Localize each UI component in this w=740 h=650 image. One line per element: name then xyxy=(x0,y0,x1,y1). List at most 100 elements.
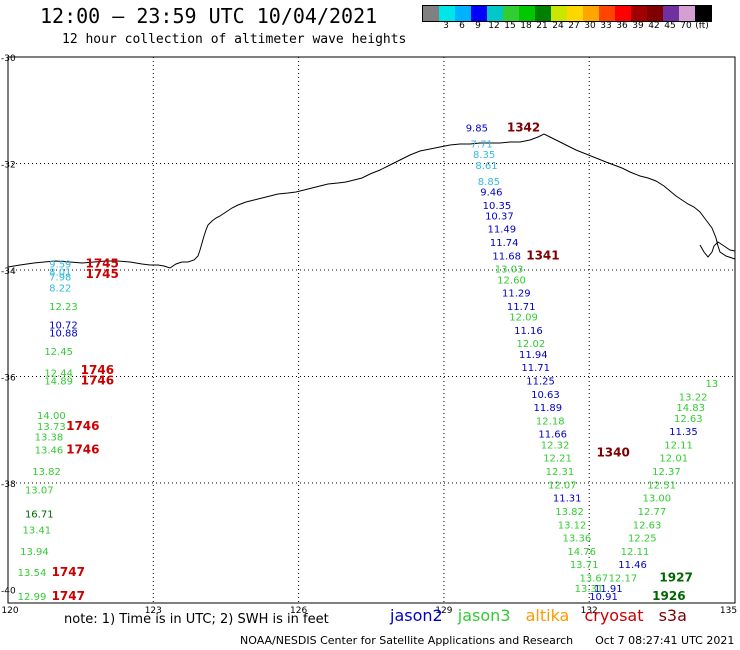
wave-height-value: 12.02 xyxy=(517,339,546,350)
colorbar-label: 3 xyxy=(443,21,449,31)
colorbar-swatch xyxy=(439,6,455,21)
wave-height-value: 13.38 xyxy=(35,432,64,443)
colorbar-swatch xyxy=(551,6,567,21)
colorbar-swatch xyxy=(423,6,439,21)
pass-time-labels: 1342134113401745174517461746174617461747… xyxy=(52,121,693,604)
wave-height-value: 11.66 xyxy=(538,430,567,441)
wave-height-value: 14.00 xyxy=(37,411,66,422)
map-gridlines xyxy=(8,57,735,603)
wave-height-value: 13.67 xyxy=(580,574,609,585)
wave-height-value: 11.94 xyxy=(519,350,548,361)
wave-height-value: 13.12 xyxy=(558,520,587,531)
wave-height-value: 11.46 xyxy=(618,560,647,571)
pass-time-label: 1745 xyxy=(85,267,118,281)
wave-height-value: 12.60 xyxy=(497,275,526,286)
colorbar-swatch xyxy=(583,6,599,21)
legend-jason3: jason3 xyxy=(457,606,511,625)
wave-height-value: 10.72 xyxy=(49,321,78,332)
colorbar-label: 12 xyxy=(488,21,500,31)
wave-height-value: 12.99 xyxy=(18,592,47,603)
map-frame xyxy=(7,56,736,604)
wave-height-value: 13.36 xyxy=(563,534,592,545)
wave-height-value: 13.82 xyxy=(32,467,61,478)
colorbar-swatch xyxy=(663,6,679,21)
wave-height-value: 12.11 xyxy=(621,547,650,558)
wave-height-value: 11.89 xyxy=(534,403,563,414)
wave-height-value: 11.29 xyxy=(502,289,531,300)
colorbar-label: 45 xyxy=(664,21,676,31)
colorbar-label: 30 xyxy=(584,21,596,31)
colorbar-swatch xyxy=(615,6,631,21)
wave-height-value: 12.63 xyxy=(674,414,703,425)
wave-height-value: 13.00 xyxy=(642,494,671,505)
longitude-tick-label: 129 xyxy=(435,606,452,616)
wave-height-value: 8.01 xyxy=(49,267,71,278)
colorbar-swatch xyxy=(455,6,471,21)
wave-height-value: 12.44 xyxy=(44,369,73,380)
colorbar-labels: 3 6 9 12 15 18 21 24 27 30 33 36 39 42 45 70 (ft) xyxy=(422,21,740,33)
wave-height-value: 11.71 xyxy=(507,302,536,313)
colorbar-swatch xyxy=(471,6,487,21)
pass-time-label: 1340 xyxy=(596,445,629,459)
wave-height-value: 12.45 xyxy=(44,347,73,358)
footer-note: note: 1) Time is in UTC; 2) SWH is in fe… xyxy=(64,612,329,627)
wave-height-value: 13.03 xyxy=(495,265,524,276)
wave-height-value: 11.74 xyxy=(490,238,519,249)
wave-height-value: 13.73 xyxy=(37,422,66,433)
pass-time-label: 1745 xyxy=(85,256,118,270)
credit-text: NOAA/NESDIS Center for Satellite Applica… xyxy=(240,634,574,647)
pass-time-label: 1341 xyxy=(526,248,559,262)
wave-height-value: 14.89 xyxy=(44,376,73,387)
colorbar-swatch xyxy=(679,6,695,21)
longitude-tick-label: 135 xyxy=(720,606,737,616)
colorbar-label: 33 xyxy=(600,21,612,31)
latitude-tick-label: -36 xyxy=(1,374,16,384)
wave-height-value: 13.71 xyxy=(570,560,599,571)
wave-height-value: 12.07 xyxy=(548,480,577,491)
legend-jason2: jason2 xyxy=(390,606,443,625)
wave-height-value: 10.91 xyxy=(589,592,618,603)
wave-height-value: 10.63 xyxy=(531,390,560,401)
colorbar-label: 18 xyxy=(520,21,532,31)
wave-height-value: 12.32 xyxy=(541,440,570,451)
satellite-legend: jason2 jason3 altika cryosat s3a xyxy=(390,606,697,625)
credit-timestamp: Oct 7 08:27:41 UTC 2021 xyxy=(595,634,735,647)
wave-height-value: 11.35 xyxy=(669,427,698,438)
longitude-tick-label: 132 xyxy=(581,606,598,616)
wave-height-value: 13.54 xyxy=(18,568,47,579)
wave-height-value: 7.71 xyxy=(471,140,493,151)
wave-height-value: 12.63 xyxy=(633,520,662,531)
latitude-tick-label: -38 xyxy=(1,480,16,490)
legend-cryosat: cryosat xyxy=(584,606,644,625)
pass-time-label: 1746 xyxy=(66,419,99,433)
wave-height-value: 12.17 xyxy=(609,574,638,585)
colorbar-label: 39 xyxy=(632,21,644,31)
wave-height-value: 12.11 xyxy=(664,440,693,451)
wave-height-value: 10.35 xyxy=(483,201,512,212)
footer-credit: NOAA/NESDIS Center for Satellite Applica… xyxy=(240,634,734,647)
wave-height-value: 12.01 xyxy=(659,454,688,465)
colorbar-label: 24 xyxy=(552,21,564,31)
wave-height-value: 13.22 xyxy=(679,392,708,403)
wave-height-value: 10.37 xyxy=(485,211,514,222)
pass-time-label: 1746 xyxy=(81,363,114,377)
wave-height-value: 12.31 xyxy=(546,467,575,478)
longitude-tick-label: 126 xyxy=(290,606,307,616)
wave-height-value: 13.82 xyxy=(555,507,584,518)
wave-height-value: 9.85 xyxy=(466,124,488,135)
legend-s3a: s3a xyxy=(658,606,687,625)
colorbar-label: 27 xyxy=(568,21,580,31)
wave-height-value: 13.41 xyxy=(23,526,52,537)
latitude-tick-label: -40 xyxy=(1,587,16,597)
wave-height-value: 14.83 xyxy=(676,403,705,414)
wave-height-value: 16.71 xyxy=(25,510,54,521)
wave-height-value: 13.07 xyxy=(25,486,54,497)
wave-height-value: 12.77 xyxy=(638,507,667,518)
pass-time-label: 1927 xyxy=(659,571,692,585)
wave-height-colorbar xyxy=(422,5,712,22)
pass-time-label: 1747 xyxy=(52,565,85,579)
colorbar-label: 70 xyxy=(680,21,692,31)
wave-height-value: 11.16 xyxy=(514,326,543,337)
wave-height-value: 12.37 xyxy=(652,467,681,478)
wave-height-value: 11.25 xyxy=(526,376,555,387)
